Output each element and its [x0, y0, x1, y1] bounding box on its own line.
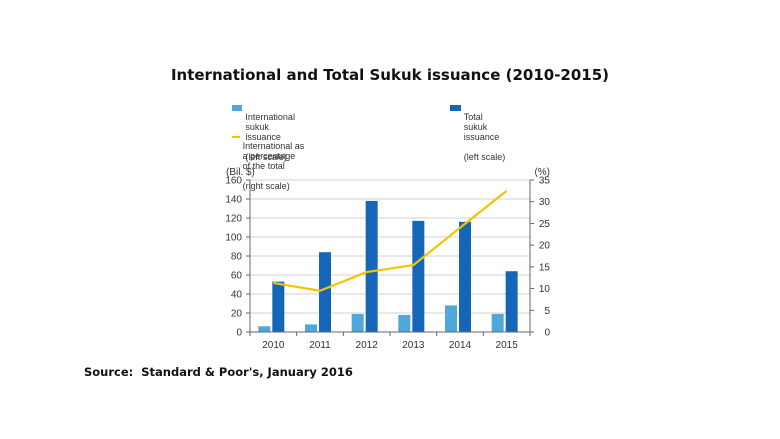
- chart-title: International and Total Sukuk issuance (…: [170, 66, 610, 84]
- axes: [246, 179, 534, 336]
- bar-international: [258, 326, 271, 332]
- bar-total: [505, 271, 518, 332]
- x-tick-label: 2010: [262, 340, 285, 351]
- left-tick-label: 120: [225, 214, 242, 225]
- grid-lines: [250, 179, 530, 314]
- percentage-line: [273, 189, 508, 292]
- bar-international: [445, 305, 457, 332]
- bar-total: [412, 220, 425, 332]
- legend-sublabel-total: (left scale): [463, 152, 506, 162]
- bar-total: [459, 221, 471, 332]
- bar-total: [365, 200, 378, 332]
- legend-swatch-international: [232, 105, 243, 111]
- legend-label-total: Total sukuk issuance: [463, 112, 500, 142]
- bar-international: [398, 314, 411, 332]
- left-tick-label: 40: [231, 290, 243, 301]
- x-tick-label: 2013: [402, 340, 425, 351]
- left-tick-label: 0: [236, 328, 242, 339]
- bar-international: [491, 313, 504, 332]
- x-tick-label: 2012: [356, 340, 379, 351]
- legend-sublabel-percentage: (right scale): [242, 181, 290, 191]
- x-tick-label: 2015: [496, 340, 519, 351]
- left-tick-label: 100: [225, 233, 242, 244]
- left-tick-label: 140: [225, 195, 242, 206]
- legend-item-percentage: International as a percentage of the tot…: [232, 131, 305, 191]
- right-tick-label: 35: [539, 176, 551, 187]
- source-note: Source: Standard & Poor's, January 2016: [84, 365, 353, 379]
- x-tick-label: 2014: [449, 340, 472, 351]
- right-tick-label: 5: [544, 306, 550, 317]
- left-tick-label: 20: [231, 309, 243, 320]
- right-tick-label: 30: [539, 197, 551, 208]
- bar-total: [272, 281, 285, 332]
- bar-total: [319, 252, 331, 332]
- bars: [258, 200, 518, 332]
- legend-label-international: International sukuk issuance: [245, 112, 295, 142]
- line-international-percentage: [273, 189, 508, 292]
- legend-swatch-total: [450, 105, 461, 111]
- right-tick-label: 15: [539, 262, 551, 273]
- right-tick-label: 25: [539, 219, 551, 230]
- left-tick-label: 160: [225, 176, 242, 187]
- legend-sublabel-international: (left scale): [245, 152, 287, 162]
- legend-item-international: International sukuk issuance (left scale…: [232, 102, 305, 162]
- right-tick-label: 10: [539, 284, 551, 295]
- left-tick-label: 80: [231, 252, 243, 263]
- legend-label-percentage: International as a percentage of the tot…: [242, 141, 305, 171]
- right-axis-title: (%): [534, 167, 550, 178]
- left-axis-title: (Bil. $): [226, 167, 255, 178]
- bar-international: [351, 313, 364, 332]
- right-tick-label: 0: [544, 328, 550, 339]
- left-tick-label: 60: [231, 271, 243, 282]
- tick-labels: 0 20 40 60 80 100 120 140 160 0 5 10 15 20 25 30 35 (Bil.…: [225, 167, 550, 351]
- x-tick-label: 2011: [309, 340, 331, 351]
- legend-swatch-percentage: [232, 136, 240, 138]
- legend-item-total: Total sukuk issuance (left scale): [450, 102, 509, 162]
- right-tick-label: 20: [539, 241, 551, 252]
- bar-international: [305, 324, 317, 332]
